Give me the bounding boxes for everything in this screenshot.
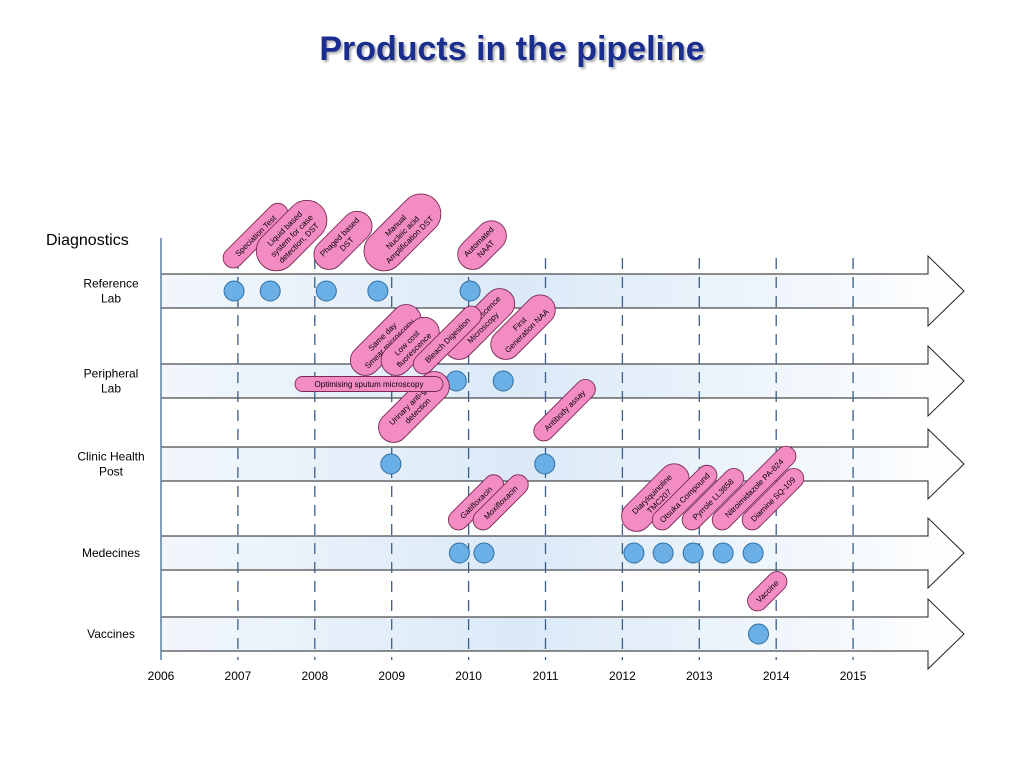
year-tick-label: 2007 xyxy=(225,669,252,683)
year-tick-label: 2008 xyxy=(301,669,328,683)
product-milestone-dot xyxy=(682,542,704,564)
horizontal-pill-label: Optimising sputum microscopy xyxy=(294,376,444,392)
row-label: Medecines xyxy=(82,546,140,560)
product-milestone-dot xyxy=(380,453,402,475)
product-milestone-dot xyxy=(473,542,495,564)
product-milestone-dot xyxy=(459,280,481,302)
product-milestone-dot xyxy=(448,542,470,564)
row-label: Lab xyxy=(101,382,121,396)
row-arrow xyxy=(160,516,965,590)
product-milestone-dot xyxy=(652,542,674,564)
page-title: Products in the pipeline xyxy=(319,30,705,68)
year-tick-label: 2012 xyxy=(609,669,636,683)
product-milestone-dot xyxy=(534,453,556,475)
year-tick-label: 2010 xyxy=(455,669,482,683)
row-label: Lab xyxy=(101,292,121,306)
row-arrow xyxy=(160,254,965,328)
product-milestone-dot xyxy=(315,280,337,302)
year-tick-label: 2014 xyxy=(763,669,790,683)
row-arrow xyxy=(160,344,965,418)
product-milestone-dot xyxy=(223,280,245,302)
year-tick-label: 2006 xyxy=(148,669,175,683)
product-milestone-dot xyxy=(742,542,764,564)
product-milestone-dot xyxy=(367,280,389,302)
horizontal-pill-text: Optimising sputum microscopy xyxy=(315,380,424,389)
row-label: Clinic Health xyxy=(77,450,144,464)
product-milestone-dot xyxy=(748,623,770,645)
year-tick-label: 2013 xyxy=(686,669,713,683)
row-arrow xyxy=(160,427,965,501)
row-arrow xyxy=(160,597,965,671)
product-label: Vaccine xyxy=(747,571,788,612)
product-milestone-dot xyxy=(492,370,514,392)
row-label: Reference xyxy=(83,277,139,291)
section-label-diagnostics: Diagnostics xyxy=(46,232,129,249)
row-label: Peripheral xyxy=(84,367,139,381)
product-milestone-dot xyxy=(259,280,281,302)
year-tick-label: 2015 xyxy=(840,669,867,683)
year-tick-label: 2011 xyxy=(533,669,559,683)
row-label: Post xyxy=(99,465,124,479)
product-milestone-dot xyxy=(623,542,645,564)
year-tick-label: 2009 xyxy=(378,669,405,683)
product-milestone-dot xyxy=(712,542,734,564)
row-label: Vaccines xyxy=(87,627,135,641)
